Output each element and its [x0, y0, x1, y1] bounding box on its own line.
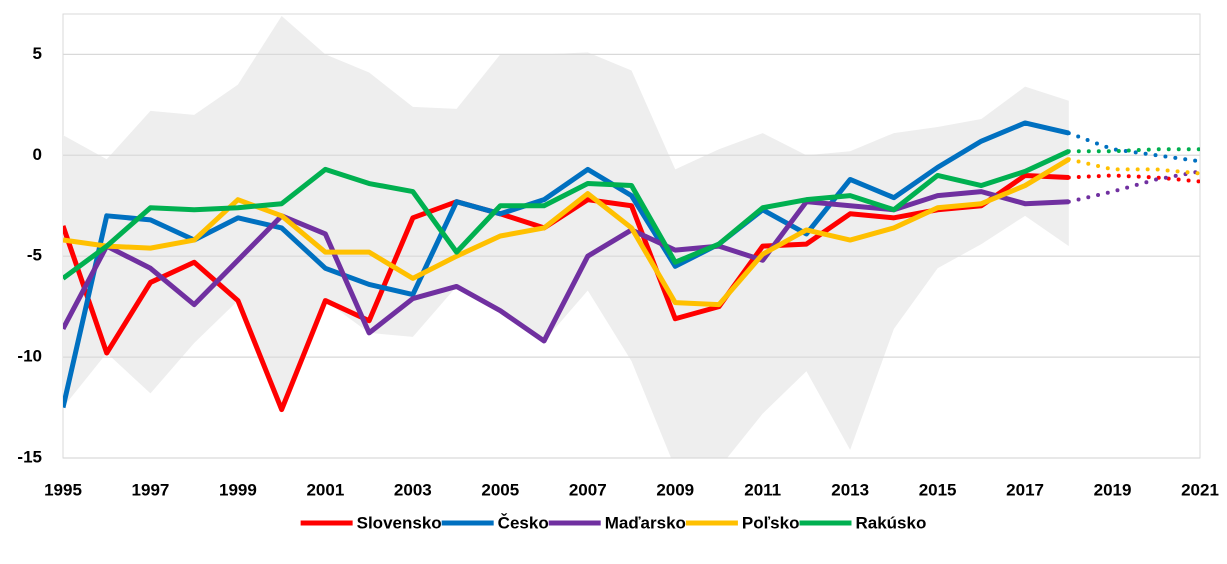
x-tick-label: 2011	[744, 480, 781, 499]
forecast-line	[1066, 157, 1200, 176]
x-tick-label: 2005	[481, 480, 519, 499]
y-tick-label: 0	[33, 145, 42, 164]
legend-label: Slovensko	[357, 513, 442, 532]
legend-label: Poľsko	[742, 513, 800, 532]
x-tick-label: 2019	[1094, 480, 1132, 499]
x-tick-label: 1999	[219, 480, 257, 499]
x-tick-label: 2003	[394, 480, 432, 499]
x-tick-label: 2009	[656, 480, 694, 499]
series-line	[63, 148, 1070, 281]
forecast-line	[1066, 131, 1200, 164]
x-tick-label: 1995	[44, 480, 82, 499]
y-tick-label: -15	[17, 447, 42, 466]
x-tick-label: 2001	[306, 480, 344, 499]
forecast-line	[1066, 173, 1200, 184]
legend-label: Česko	[498, 513, 549, 532]
y-tick-label: -5	[27, 246, 42, 265]
legend-label: Rakúsko	[855, 513, 926, 532]
x-tick-label: 2017	[1006, 480, 1044, 499]
y-tick-label: -10	[17, 347, 42, 366]
x-tick-label: 2021	[1181, 480, 1219, 499]
y-tick-label: 5	[33, 44, 42, 63]
legend-label: Maďarsko	[605, 513, 686, 532]
series-line	[63, 120, 1070, 409]
forecast-line	[1066, 147, 1200, 154]
x-tick-label: 2015	[919, 480, 957, 499]
series-line	[63, 189, 1069, 344]
range-band	[63, 16, 1069, 458]
x-tick-label: 2013	[831, 480, 869, 499]
x-tick-label: 1997	[132, 480, 170, 499]
x-tick-label: 2007	[569, 480, 607, 499]
